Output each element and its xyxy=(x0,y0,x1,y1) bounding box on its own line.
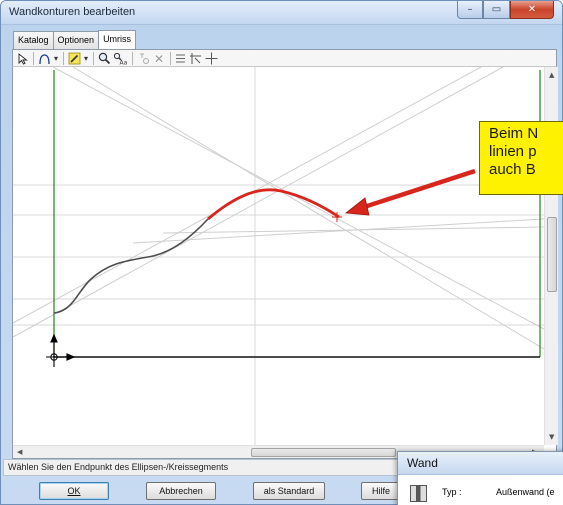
construction-line xyxy=(13,67,504,338)
help-button[interactable]: Hilfe xyxy=(361,482,401,500)
title-bar[interactable]: Wandkonturen bearbeiten – ▭ ✕ xyxy=(1,1,562,25)
callout-line: linien p xyxy=(489,143,537,160)
select-arrow-icon[interactable] xyxy=(17,51,29,66)
measure-icon[interactable]: Aa xyxy=(113,51,127,66)
delete-icon[interactable]: ✕ xyxy=(153,51,165,66)
annotation-callout: Beim N linien p auch B xyxy=(479,121,563,195)
cancel-button[interactable]: Abbrechen xyxy=(146,482,216,500)
scroll-down-icon[interactable]: ▼ xyxy=(549,433,555,441)
tab-umriss[interactable]: Umriss xyxy=(98,30,137,49)
arc-dropdown-icon[interactable]: ▾ xyxy=(53,54,58,63)
maximize-button[interactable]: ▭ xyxy=(483,1,510,19)
tab-optionen[interactable]: Optionen xyxy=(52,31,100,49)
wall-type-label: Typ : xyxy=(442,487,462,497)
grid-icon[interactable] xyxy=(174,51,186,66)
construction-line xyxy=(72,67,544,350)
ok-button-label: OK xyxy=(67,486,81,496)
svg-text:Aa: Aa xyxy=(120,60,128,66)
endpoint-marker xyxy=(332,212,342,222)
pen-tool-icon[interactable] xyxy=(67,51,81,66)
drawing-canvas-frame: ▲ ▼ ◀ ▶ xyxy=(12,67,558,459)
window-controls: – ▭ ✕ xyxy=(457,1,554,20)
construction-line xyxy=(162,226,544,234)
origin-marker xyxy=(50,353,58,361)
scroll-left-icon[interactable]: ◀ xyxy=(17,448,23,456)
ok-button[interactable]: OK xyxy=(39,482,109,500)
contour-curve xyxy=(53,218,209,314)
origin-arrow-right xyxy=(66,353,76,361)
crosshair-icon[interactable] xyxy=(204,51,218,66)
construction-line xyxy=(52,67,544,330)
wand-title: Wand xyxy=(407,456,438,470)
wall-type-value[interactable]: Außenwand (e xyxy=(496,487,555,497)
window-title: Wandkonturen bearbeiten xyxy=(9,6,136,18)
scroll-up-icon[interactable]: ▲ xyxy=(549,71,555,79)
vertical-scroll-thumb[interactable] xyxy=(547,217,557,292)
active-arc-segment xyxy=(207,188,340,221)
snap-icon[interactable] xyxy=(188,51,202,66)
default-button[interactable]: als Standard xyxy=(253,482,325,500)
construction-line xyxy=(132,218,544,244)
wand-panel: Wand Typ : Außenwand (e xyxy=(397,451,563,505)
wand-title-bar[interactable]: Wand xyxy=(398,452,563,475)
wall-type-icon xyxy=(410,485,427,502)
tab-katalog[interactable]: Katalog xyxy=(13,31,54,49)
drawing-canvas[interactable] xyxy=(13,67,544,445)
drawing-toolbar: ▾ ▾ Aa ✕ xyxy=(12,49,557,67)
tab-strip: Katalog Optionen Umriss xyxy=(13,30,137,49)
origin-arrow-up xyxy=(50,333,58,343)
annotation-arrow xyxy=(344,168,476,216)
horizontal-scroll-thumb[interactable] xyxy=(251,448,396,457)
delete-point-icon[interactable] xyxy=(137,51,151,66)
zoom-icon[interactable] xyxy=(97,51,111,66)
close-button[interactable]: ✕ xyxy=(510,1,554,19)
callout-line: Beim N xyxy=(489,125,539,142)
status-text: Wählen Sie den Endpunkt des Ellipsen-/Kr… xyxy=(8,462,229,472)
arc-tool-icon[interactable] xyxy=(37,51,51,66)
minimize-button[interactable]: – xyxy=(457,1,483,19)
pen-dropdown-icon[interactable]: ▾ xyxy=(83,54,88,63)
callout-line: auch B xyxy=(489,161,536,178)
